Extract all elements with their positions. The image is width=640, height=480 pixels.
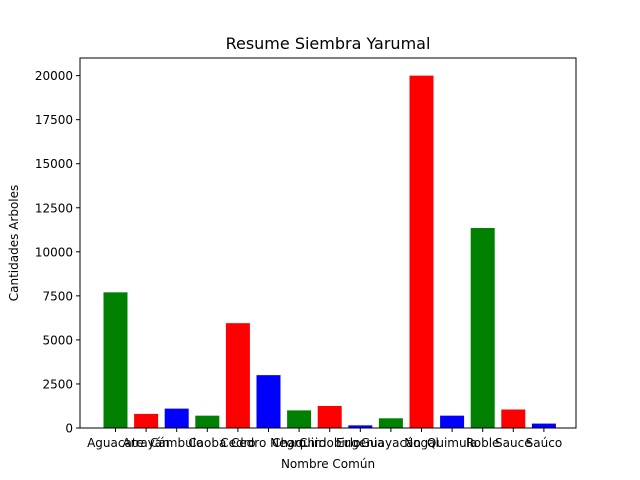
bar-12: [470, 228, 495, 428]
x-tick-label-1: Arrayán: [122, 436, 169, 450]
y-tick-label-4: 10000: [35, 245, 73, 259]
bar-2: [164, 408, 189, 428]
x-tick-label-3: Caoba: [188, 436, 226, 450]
chart-title: Resume Siembra Yarumal: [226, 34, 431, 53]
x-tick-label-2: Cámbulo: [150, 436, 203, 450]
bar-8: [348, 425, 373, 428]
x-tick-label-8: Eugenia: [336, 436, 384, 450]
y-axis: 0 2500 5000 7500 10000 12500 15000 17500 20000: [35, 69, 80, 436]
x-tick-label-4: Cedro: [220, 436, 255, 450]
bar-13: [501, 409, 526, 428]
y-tick-label-2: 5000: [42, 333, 73, 347]
y-tick-label-6: 15000: [35, 157, 73, 171]
bar-6: [287, 410, 312, 428]
x-tick-label-12: Roble: [466, 436, 499, 450]
x-tick-label-6: Chaquiro: [272, 436, 326, 450]
y-tick-label-0: 0: [65, 422, 73, 436]
x-tick-label-11: Quimula: [427, 436, 477, 450]
x-axis-label: Nombre Común: [281, 457, 375, 471]
x-tick-label-14: Saúco: [526, 436, 563, 450]
bars-group: [103, 75, 556, 429]
y-tick-label-5: 12500: [35, 201, 73, 215]
y-tick-label-8: 20000: [35, 69, 73, 83]
bar-5: [256, 375, 281, 428]
bar-14: [531, 423, 556, 428]
plot-frame: [79, 57, 577, 429]
x-tick-label-7: Chirlobirlo: [299, 436, 361, 450]
y-axis-label: Cantidades Arboles: [7, 185, 21, 301]
y-tick-label-3: 7500: [42, 289, 73, 303]
bar-11: [440, 415, 465, 428]
bar-0: [103, 292, 128, 428]
bar-10: [409, 75, 434, 429]
bar-3: [195, 415, 220, 428]
x-tick-label-10: Nogal: [404, 436, 439, 450]
x-tick-label-9: Guayacán: [361, 436, 421, 450]
bar-9: [378, 418, 403, 428]
y-tick-label-7: 17500: [35, 113, 73, 127]
x-tick-label-0: Aguacate: [87, 436, 144, 450]
bar-4: [225, 323, 250, 428]
bar-7: [317, 405, 342, 428]
bar-1: [134, 413, 159, 428]
y-tick-label-1: 2500: [42, 377, 73, 391]
x-tick-label-5: Cedro Negro: [231, 436, 306, 450]
x-tick-label-13: Sauce: [495, 436, 532, 450]
